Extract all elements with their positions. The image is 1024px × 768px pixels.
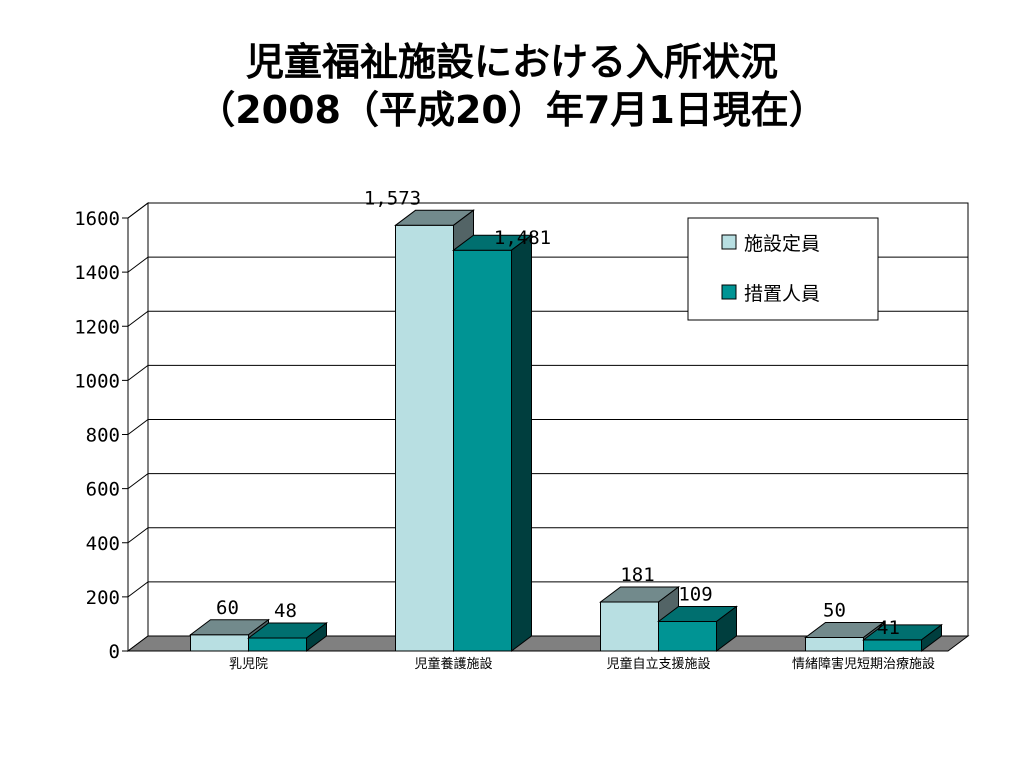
- data-label: 50: [823, 599, 846, 621]
- y-tick-label: 1200: [74, 316, 120, 338]
- data-label: 1,573: [364, 187, 421, 209]
- y-tick-label: 1600: [74, 208, 120, 230]
- y-tick-label: 400: [86, 533, 120, 555]
- bar-side: [716, 605, 737, 652]
- bar-front: [658, 621, 717, 652]
- bar-front: [190, 634, 249, 652]
- bar-front: [395, 224, 454, 652]
- data-label: 48: [274, 600, 297, 622]
- gridline: [127, 364, 968, 381]
- legend-swatch: [721, 234, 737, 250]
- x-tick-label: 乳児院: [229, 657, 268, 672]
- y-tick-label: 0: [109, 641, 120, 663]
- bar-side: [306, 622, 327, 652]
- gridline: [127, 202, 968, 219]
- y-tick-label: 800: [86, 425, 120, 447]
- legend-swatch: [721, 284, 737, 300]
- legend-label: 措置人員: [744, 283, 820, 305]
- gridline: [127, 581, 968, 598]
- bar-front: [863, 639, 922, 652]
- data-label: 41: [877, 617, 900, 639]
- y-tick-label: 200: [86, 587, 120, 609]
- bar-front: [248, 637, 307, 652]
- legend-label: 施設定員: [744, 233, 820, 255]
- bar-side: [921, 623, 942, 652]
- gridline: [127, 419, 968, 435]
- data-label: 181: [620, 564, 654, 586]
- x-tick-label: 児童養護施設: [414, 656, 492, 672]
- x-tick-label: 情緒障害児短期治療施設: [792, 656, 935, 672]
- chart-title: 児童福祉施設における入所状況 （2008（平成20）年7月1日現在）: [0, 38, 1024, 134]
- y-tick-label: 600: [86, 479, 120, 501]
- title-line-2: （2008（平成20）年7月1日現在）: [197, 88, 827, 132]
- bar-front: [453, 249, 512, 652]
- legend-box: [687, 217, 879, 321]
- data-label: 109: [678, 584, 712, 606]
- y-tick-label: 1000: [74, 370, 120, 392]
- title-line-1: 児童福祉施設における入所状況: [245, 40, 778, 84]
- bar-front: [805, 636, 864, 652]
- x-tick-label: 児童自立支援施設: [606, 656, 710, 672]
- y-tick-label: 1400: [74, 262, 120, 284]
- bar-front: [600, 601, 659, 652]
- bar-side: [511, 234, 532, 652]
- gridline: [127, 527, 968, 544]
- data-label: 1,481: [494, 227, 551, 249]
- data-label: 60: [216, 597, 239, 619]
- gridline: [127, 473, 968, 490]
